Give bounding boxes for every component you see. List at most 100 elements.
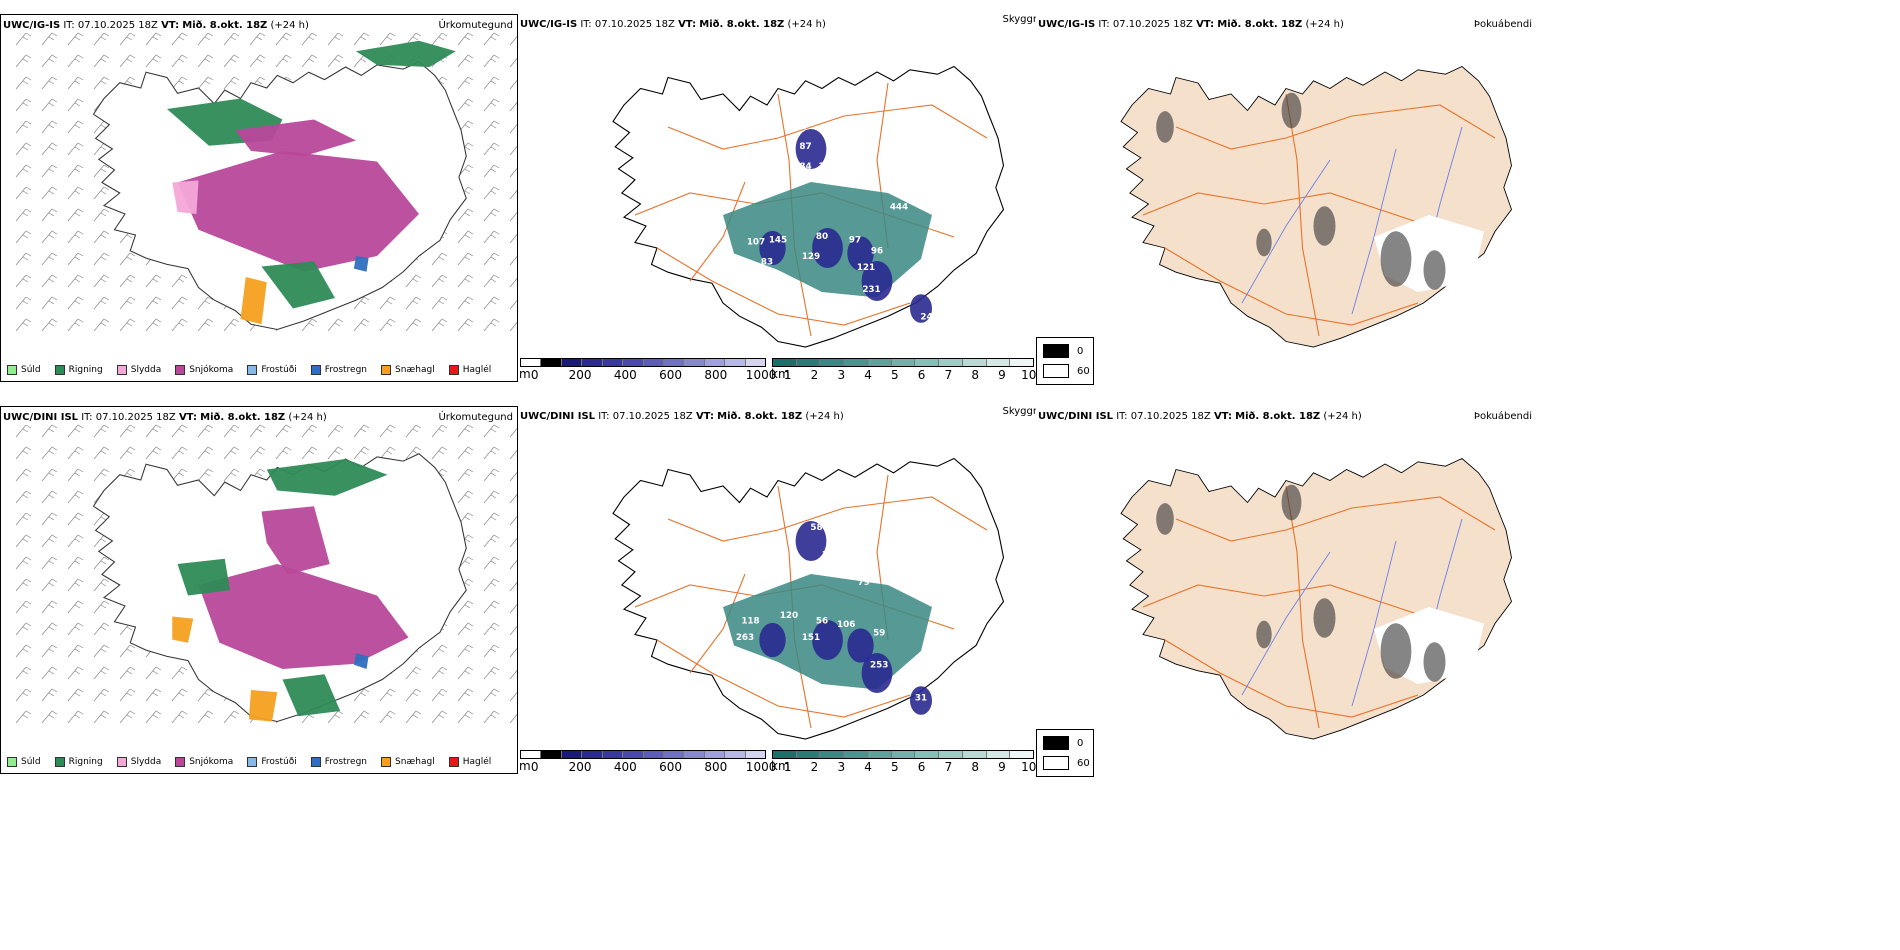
- legend-label: Haglél: [462, 365, 492, 375]
- scale-tick: 1000: [745, 368, 777, 382]
- legend-label: Rigning: [68, 757, 103, 767]
- panel-title: Þokuábendi: [1473, 19, 1532, 30]
- legend-item: Snæhagl: [381, 757, 435, 767]
- legend-swatch: [448, 757, 459, 767]
- legend-item: Frostúði: [247, 365, 297, 375]
- ceiling-scale-2: m 0 200 400 600 800 1000: [519, 750, 776, 774]
- scale-tick: 7: [944, 368, 953, 382]
- legend-item: Rigning: [54, 757, 103, 767]
- legend-label: Frostregn: [324, 757, 368, 767]
- legend-item: Slydda: [116, 757, 161, 767]
- model-name: UWC/IG-IS: [3, 20, 61, 31]
- fog-area: [1281, 484, 1302, 521]
- scale-tick: 10: [1021, 368, 1037, 382]
- panel-title: Skyggni: [1002, 406, 1042, 417]
- road: [656, 639, 911, 718]
- road: [1175, 496, 1496, 542]
- river: [1241, 159, 1331, 304]
- legend-swatch: [448, 365, 459, 375]
- ceiling-value: 97: [849, 235, 861, 245]
- ceiling-value: 118: [741, 617, 759, 627]
- legend-label: Rigning: [68, 365, 103, 375]
- ceiling-value: 129: [802, 252, 820, 262]
- ceiling-value: 31: [915, 694, 927, 704]
- legend-item: Frostregn: [310, 757, 368, 767]
- visibility-map: 574 58 139 116 119 42 79 120 56 118 263 151 106 59 253…: [612, 457, 1005, 740]
- fog-area: [1156, 503, 1174, 535]
- scale-swatch: [521, 359, 542, 366]
- scale-tick: 6: [917, 760, 926, 774]
- legend-swatch: [7, 365, 17, 375]
- scale-swatch: [962, 359, 987, 366]
- scale-tick: 6: [917, 368, 926, 382]
- scale-bar: [520, 750, 766, 759]
- precip-area: [172, 616, 194, 643]
- ceiling-value: 24: [920, 313, 932, 323]
- road: [1142, 192, 1463, 238]
- scale-swatch: [643, 751, 664, 758]
- scale-tick: 4: [864, 368, 872, 382]
- legend-label: Frostúði: [261, 757, 297, 767]
- ceiling-value: 107: [747, 238, 765, 248]
- ceiling-value: 59: [873, 629, 885, 639]
- scale-swatch: [796, 751, 821, 758]
- visibility-panel-2: UWC/DINI ISL IT: 07.10.2025 18Z VT: Mið.…: [518, 406, 1042, 774]
- fog-key-label: 0: [1077, 345, 1084, 357]
- scale-tick: 5: [891, 368, 899, 382]
- legend-swatch: [381, 365, 392, 375]
- fog-area: [1256, 620, 1272, 649]
- scale-swatch: [684, 751, 705, 758]
- panel-header: UWC/DINI ISL IT: 07.10.2025 18Z VT: Mið.…: [520, 411, 844, 422]
- scale-swatch: [820, 751, 845, 758]
- ceiling-value: 119: [822, 551, 840, 561]
- fog-area: [1380, 231, 1412, 287]
- scale-bar: [772, 358, 1034, 367]
- fog-key-swatch: [1043, 736, 1069, 750]
- legend-label: Snjókoma: [189, 365, 234, 375]
- legend-label: Snæhagl: [395, 365, 435, 375]
- legend-label: Frostregn: [324, 365, 368, 375]
- road: [1164, 639, 1419, 718]
- scale-swatch: [582, 751, 603, 758]
- fog-key-row: 0: [1043, 344, 1083, 358]
- scale-swatch: [986, 359, 1011, 366]
- legend-item: Slydda: [116, 365, 161, 375]
- legend-item: Haglél: [448, 757, 492, 767]
- low-ceiling-area: [795, 520, 827, 562]
- scale-tick: 200: [568, 368, 592, 382]
- visibility-scale-2: km 1 2 3 4 5 6 7 8 9 10: [771, 750, 1036, 774]
- precip-area: [240, 277, 267, 325]
- scale-swatch: [704, 751, 726, 758]
- scale-swatch: [745, 751, 766, 758]
- scale-swatch: [773, 359, 797, 366]
- ceiling-value: 83: [761, 258, 773, 268]
- fog-key-row: 60: [1043, 756, 1090, 770]
- road: [667, 496, 988, 542]
- scale-tick: 800: [704, 760, 728, 774]
- scale-tick: 3: [837, 760, 846, 774]
- legend-label: Haglél: [462, 757, 492, 767]
- scale-swatch: [663, 751, 685, 758]
- ceiling-value: 145: [769, 235, 787, 245]
- precip-area: [266, 459, 388, 496]
- panel-header: UWC/IG-IS IT: 07.10.2025 18Z VT: Mið. 8.…: [3, 20, 309, 31]
- ceiling-value: 444: [890, 202, 908, 212]
- scale-swatch: [773, 751, 797, 758]
- precip-area: [261, 506, 330, 575]
- scale-swatch: [745, 359, 766, 366]
- river: [1241, 551, 1331, 696]
- ceiling-value: 84: [799, 162, 811, 172]
- legend-swatch: [247, 365, 258, 375]
- low-ceiling-area: [759, 622, 786, 658]
- panel-title: Úrkomutegund: [438, 412, 513, 423]
- scale-tick: 7: [944, 760, 953, 774]
- scale-tick: 4: [864, 760, 872, 774]
- scale-swatch: [521, 751, 542, 758]
- panel-title: Úrkomutegund: [438, 20, 513, 31]
- low-ceiling-area: [847, 628, 874, 663]
- legend-swatch: [310, 365, 321, 375]
- legend-label: Snæhagl: [395, 757, 435, 767]
- ceiling-value: 80: [816, 232, 828, 242]
- scale-swatch: [915, 751, 940, 758]
- precip-area: [261, 261, 335, 309]
